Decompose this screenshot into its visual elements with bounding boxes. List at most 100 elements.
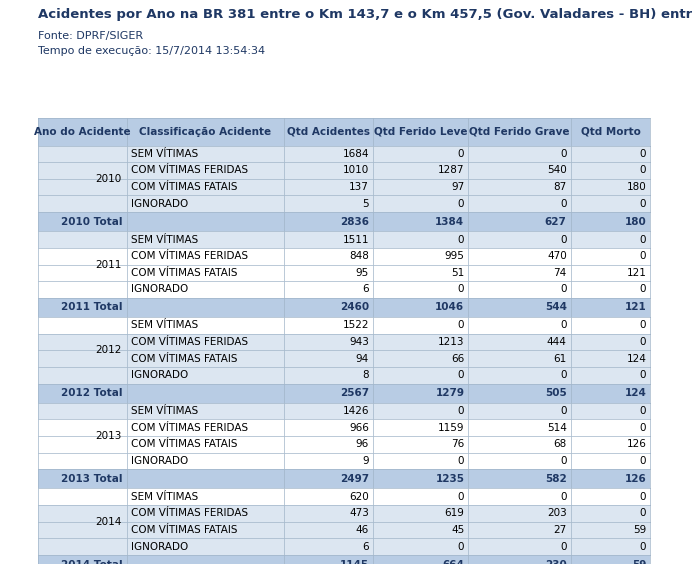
Text: 2014: 2014 bbox=[95, 517, 122, 527]
Text: 1684: 1684 bbox=[343, 149, 369, 159]
Text: SEM VÍTIMAS: SEM VÍTIMAS bbox=[131, 149, 198, 159]
Text: 619: 619 bbox=[444, 508, 464, 518]
Text: COM VÍTIMAS FATAIS: COM VÍTIMAS FATAIS bbox=[131, 182, 237, 192]
Text: 2460: 2460 bbox=[340, 302, 369, 312]
Text: 94: 94 bbox=[356, 354, 369, 364]
Text: 8: 8 bbox=[362, 370, 369, 380]
Text: 0: 0 bbox=[561, 235, 567, 245]
Text: Ano do Acidente: Ano do Acidente bbox=[34, 127, 131, 137]
Text: 0: 0 bbox=[561, 370, 567, 380]
Text: 137: 137 bbox=[349, 182, 369, 192]
Text: 2012 Total: 2012 Total bbox=[61, 388, 122, 398]
Text: 966: 966 bbox=[349, 422, 369, 433]
Text: 6: 6 bbox=[362, 541, 369, 552]
Text: 0: 0 bbox=[458, 370, 464, 380]
Text: 66: 66 bbox=[451, 354, 464, 364]
Text: 0: 0 bbox=[640, 284, 646, 294]
Text: 0: 0 bbox=[561, 456, 567, 466]
Text: COM VÍTIMAS FERIDAS: COM VÍTIMAS FERIDAS bbox=[131, 251, 248, 261]
Text: 470: 470 bbox=[547, 251, 567, 261]
Text: 1213: 1213 bbox=[438, 337, 464, 347]
Text: 2011: 2011 bbox=[95, 259, 122, 270]
Text: 0: 0 bbox=[640, 235, 646, 245]
Text: Tempo de execução: 15/7/2014 13:54:34: Tempo de execução: 15/7/2014 13:54:34 bbox=[38, 46, 265, 56]
Text: 0: 0 bbox=[640, 337, 646, 347]
Text: 0: 0 bbox=[458, 456, 464, 466]
Text: 126: 126 bbox=[626, 439, 646, 450]
Text: IGNORADO: IGNORADO bbox=[131, 199, 188, 209]
Text: 943: 943 bbox=[349, 337, 369, 347]
Text: 0: 0 bbox=[640, 149, 646, 159]
Text: 2497: 2497 bbox=[340, 474, 369, 484]
Text: 0: 0 bbox=[640, 422, 646, 433]
Text: 0: 0 bbox=[640, 508, 646, 518]
Text: 664: 664 bbox=[442, 559, 464, 564]
Text: COM VÍTIMAS FATAIS: COM VÍTIMAS FATAIS bbox=[131, 354, 237, 364]
Text: 121: 121 bbox=[626, 268, 646, 278]
Text: 1287: 1287 bbox=[438, 165, 464, 175]
Text: 124: 124 bbox=[624, 388, 646, 398]
Text: SEM VÍTIMAS: SEM VÍTIMAS bbox=[131, 235, 198, 245]
Text: 96: 96 bbox=[356, 439, 369, 450]
Text: 0: 0 bbox=[640, 165, 646, 175]
Text: 582: 582 bbox=[545, 474, 567, 484]
Text: 0: 0 bbox=[458, 284, 464, 294]
Text: COM VÍTIMAS FERIDAS: COM VÍTIMAS FERIDAS bbox=[131, 165, 248, 175]
Text: IGNORADO: IGNORADO bbox=[131, 541, 188, 552]
Text: 87: 87 bbox=[554, 182, 567, 192]
Text: 1279: 1279 bbox=[435, 388, 464, 398]
Text: 620: 620 bbox=[349, 492, 369, 502]
Text: 0: 0 bbox=[561, 320, 567, 331]
Text: 2013: 2013 bbox=[95, 431, 122, 441]
Text: 0: 0 bbox=[561, 406, 567, 416]
Text: 2014 Total: 2014 Total bbox=[61, 559, 122, 564]
Text: 1159: 1159 bbox=[438, 422, 464, 433]
Text: 2011 Total: 2011 Total bbox=[61, 302, 122, 312]
Text: 0: 0 bbox=[640, 406, 646, 416]
Text: 2567: 2567 bbox=[340, 388, 369, 398]
Text: Acidentes por Ano na BR 381 entre o Km 143,7 e o Km 457,5 (Gov. Valadares - BH) : Acidentes por Ano na BR 381 entre o Km 1… bbox=[38, 8, 692, 21]
Text: 514: 514 bbox=[547, 422, 567, 433]
Text: COM VÍTIMAS FERIDAS: COM VÍTIMAS FERIDAS bbox=[131, 422, 248, 433]
Text: COM VÍTIMAS FATAIS: COM VÍTIMAS FATAIS bbox=[131, 525, 237, 535]
Text: 2836: 2836 bbox=[340, 217, 369, 227]
Text: 1522: 1522 bbox=[343, 320, 369, 331]
Text: 0: 0 bbox=[640, 456, 646, 466]
Text: 0: 0 bbox=[640, 370, 646, 380]
Text: 1235: 1235 bbox=[435, 474, 464, 484]
Text: 0: 0 bbox=[561, 541, 567, 552]
Text: 124: 124 bbox=[626, 354, 646, 364]
Text: 2010 Total: 2010 Total bbox=[61, 217, 122, 227]
Text: 0: 0 bbox=[561, 199, 567, 209]
Text: 0: 0 bbox=[561, 284, 567, 294]
Text: Qtd Acidentes: Qtd Acidentes bbox=[287, 127, 370, 137]
Text: 95: 95 bbox=[356, 268, 369, 278]
Text: 2010: 2010 bbox=[95, 174, 122, 184]
Text: 0: 0 bbox=[640, 199, 646, 209]
Text: 180: 180 bbox=[625, 217, 646, 227]
Text: COM VÍTIMAS FATAIS: COM VÍTIMAS FATAIS bbox=[131, 268, 237, 278]
Text: 0: 0 bbox=[640, 320, 646, 331]
Text: COM VÍTIMAS FATAIS: COM VÍTIMAS FATAIS bbox=[131, 439, 237, 450]
Text: 627: 627 bbox=[545, 217, 567, 227]
Text: IGNORADO: IGNORADO bbox=[131, 456, 188, 466]
Text: 59: 59 bbox=[632, 559, 646, 564]
Text: 540: 540 bbox=[547, 165, 567, 175]
Text: 2012: 2012 bbox=[95, 345, 122, 355]
Text: 5: 5 bbox=[362, 199, 369, 209]
Text: Qtd Morto: Qtd Morto bbox=[581, 127, 641, 137]
Text: 9: 9 bbox=[362, 456, 369, 466]
Text: 473: 473 bbox=[349, 508, 369, 518]
Text: 0: 0 bbox=[458, 320, 464, 331]
Text: 27: 27 bbox=[554, 525, 567, 535]
Text: Qtd Ferido Leve: Qtd Ferido Leve bbox=[374, 127, 468, 137]
Text: 68: 68 bbox=[554, 439, 567, 450]
Text: 0: 0 bbox=[640, 251, 646, 261]
Text: 0: 0 bbox=[458, 492, 464, 502]
Text: 0: 0 bbox=[458, 149, 464, 159]
Text: 0: 0 bbox=[561, 492, 567, 502]
Text: IGNORADO: IGNORADO bbox=[131, 370, 188, 380]
Text: 121: 121 bbox=[625, 302, 646, 312]
Text: 0: 0 bbox=[640, 492, 646, 502]
Text: 0: 0 bbox=[458, 406, 464, 416]
